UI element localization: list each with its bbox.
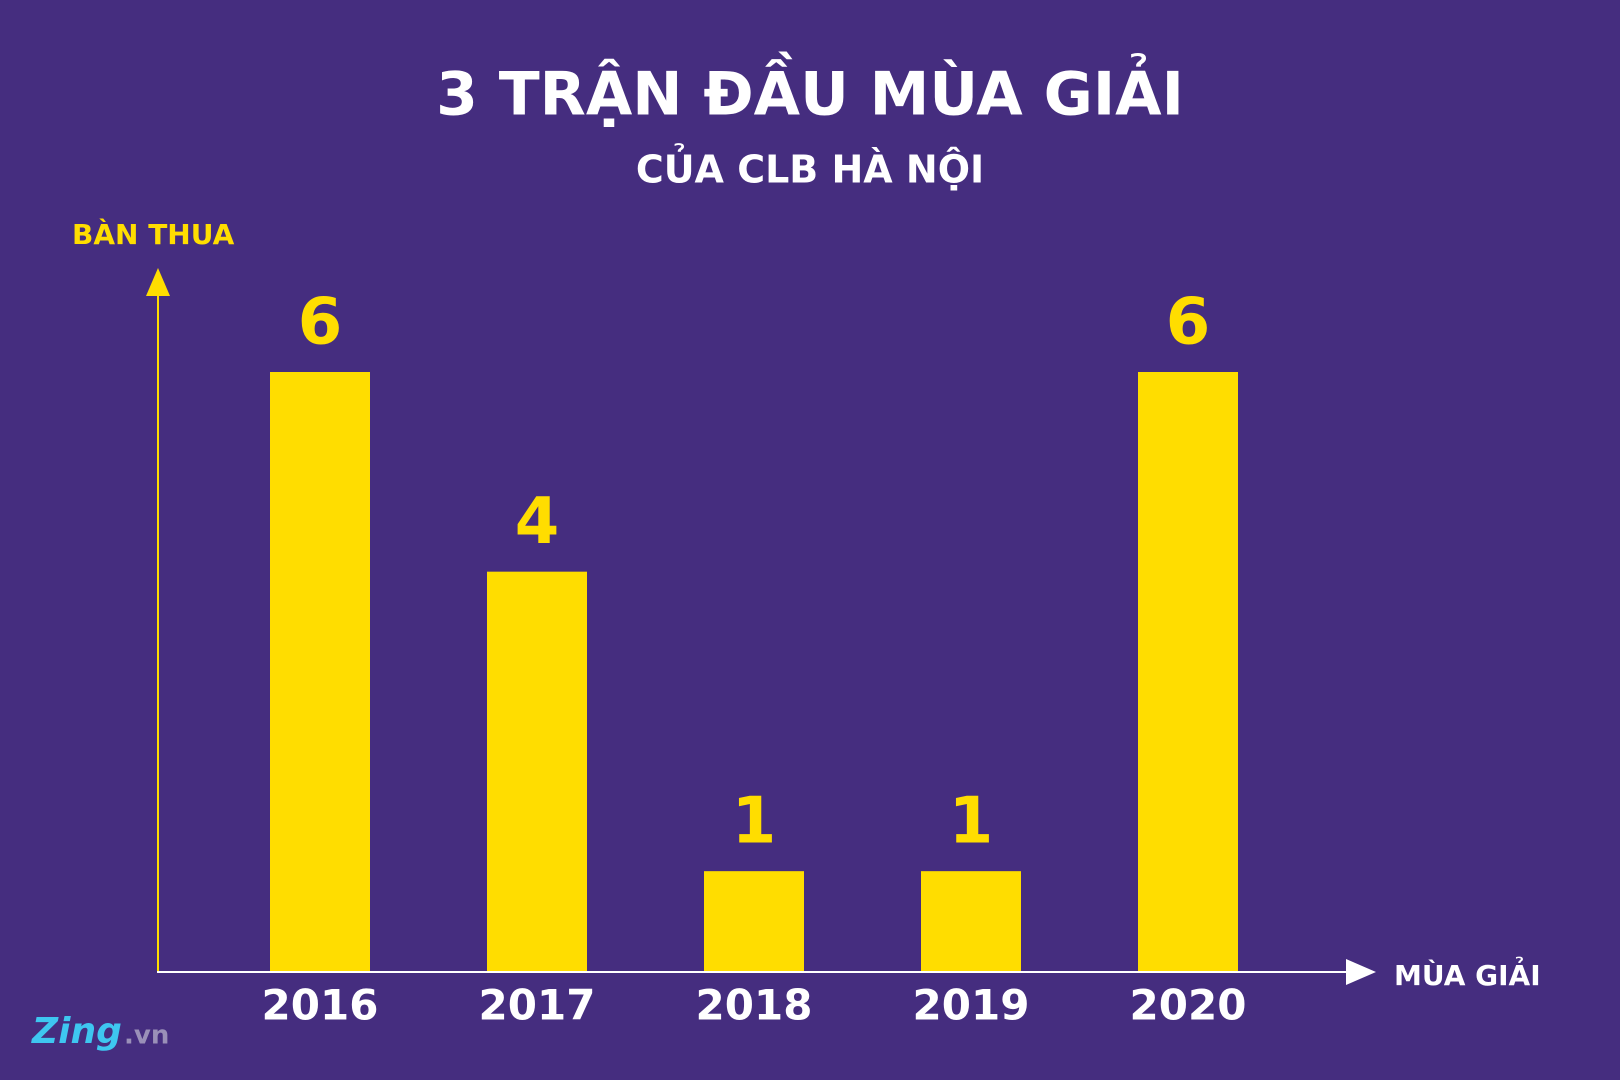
data-label: 6 xyxy=(298,286,343,360)
bar xyxy=(704,871,804,971)
data-label: 4 xyxy=(515,485,560,559)
bar xyxy=(921,871,1021,971)
bar xyxy=(1138,372,1238,971)
y-axis-arrow xyxy=(146,268,170,296)
bar xyxy=(487,571,587,971)
data-label: 1 xyxy=(949,785,994,859)
x-tick-label: 2018 xyxy=(696,981,813,1030)
data-label: 6 xyxy=(1166,286,1211,360)
chart-title: 3 TRẬN ĐẦU MÙA GIẢI xyxy=(436,51,1184,130)
x-tick-label: 2016 xyxy=(262,981,379,1030)
bar xyxy=(270,372,370,971)
data-label: 1 xyxy=(732,785,777,859)
logo-suffix: .vn xyxy=(124,1021,169,1051)
logo: Zing xyxy=(31,1011,122,1052)
x-tick-label: 2017 xyxy=(479,981,596,1030)
x-tick-label: 2019 xyxy=(913,981,1030,1030)
x-axis-arrow xyxy=(1346,959,1376,985)
x-tick-label: 2020 xyxy=(1130,981,1247,1030)
x-axis-label: MÙA GIẢI xyxy=(1394,955,1541,992)
chart-subtitle: CỦA CLB HÀ NỘI xyxy=(636,144,984,192)
y-axis-label: BÀN THUA xyxy=(72,217,235,251)
